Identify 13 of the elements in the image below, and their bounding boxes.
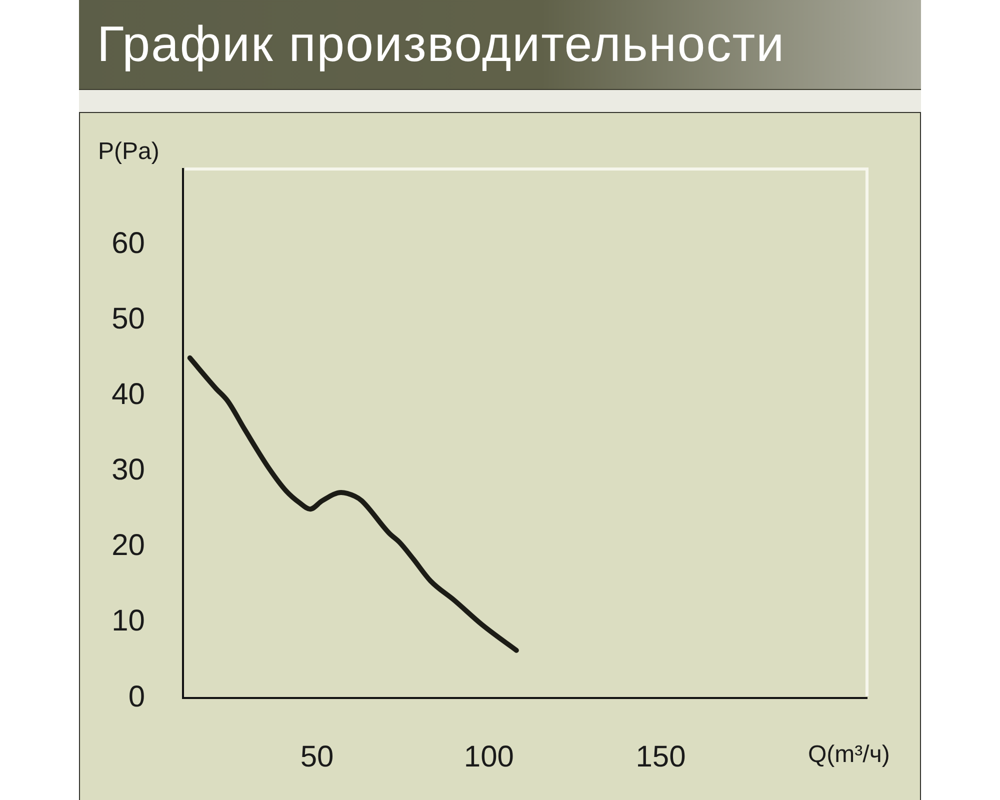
y-tick-label: 10 (112, 604, 145, 638)
y-tick-label: 40 (112, 378, 145, 411)
x-tick-label: 50 (300, 740, 334, 774)
y-tick-label: 0 (128, 680, 145, 714)
y-tick-label: 30 (112, 454, 145, 487)
x-tick-label: 150 (636, 740, 686, 774)
y-tick-label: 50 (112, 302, 145, 336)
x-tick-label: 100 (464, 740, 514, 774)
y-axis-title: P(Pa) (98, 138, 160, 166)
chart-title: График производительности (97, 15, 786, 74)
x-axis-title: Q(m³/ч) (808, 741, 890, 769)
y-tick-label: 60 (112, 226, 145, 260)
y-tick-label: 20 (112, 529, 145, 562)
